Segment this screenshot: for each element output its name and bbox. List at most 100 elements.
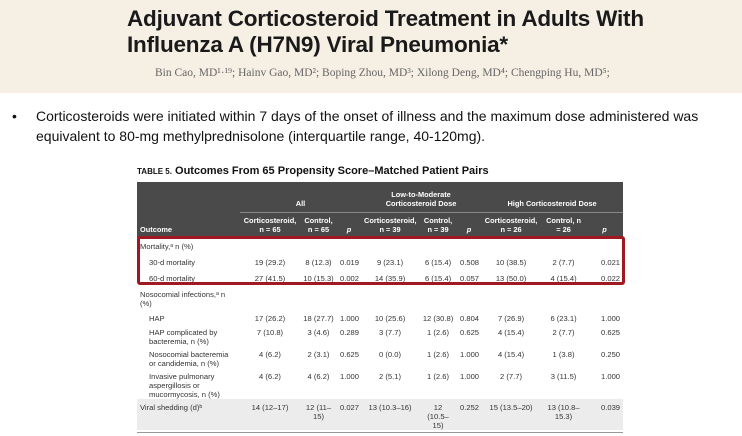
col-header: Control, n = 26: [541, 212, 587, 238]
row-label: Viral shedding (d)ᵇ: [137, 399, 240, 430]
table-row: Mortality,ᵃ n (%): [137, 238, 623, 254]
table-cell: 13 (10.3–16): [361, 399, 420, 430]
table-cell: 9 (23.1): [376, 258, 404, 267]
table-cell: 27 (41.5): [254, 274, 286, 283]
col-header: p: [586, 212, 624, 238]
col-header: Control, n = 39: [419, 212, 458, 238]
table-cell: 4 (6.2): [259, 372, 281, 381]
table-cell: 13 (10.8–15.3): [541, 399, 587, 430]
table-cell: [419, 286, 457, 310]
table-cell: 2 (5.1): [379, 372, 401, 381]
table-cell: 4 (15.4): [497, 328, 525, 337]
group-low-moderate: Low-to-Moderate Corticosteroid Dose: [361, 182, 482, 213]
table-cell: 2 (7.7): [552, 258, 575, 267]
table-cell: 0.289: [340, 328, 360, 337]
table-title-text: Outcomes From 65 Propensity Score–Matche…: [175, 165, 489, 177]
table-row: Nosocomial bacteremia or candidemia, n (…: [137, 346, 623, 368]
table-cell: 0 (0.0): [379, 350, 401, 359]
table-cell: 4 (15.4): [497, 350, 525, 359]
table-cell: 1.000: [340, 314, 360, 323]
table-cell: 0.508: [460, 258, 480, 267]
group-all: All: [240, 182, 362, 213]
row-label: HAP complicated by bacteremia, n (%): [149, 328, 218, 346]
table-cell: 0.002: [340, 274, 360, 283]
table-cell: [361, 286, 419, 310]
table-cell: 4 (15.4): [550, 274, 577, 283]
table-cell: 0.625: [340, 350, 360, 359]
table-cell: 0.057: [460, 274, 480, 283]
table-cell: 1 (2.6): [427, 328, 449, 337]
authors: Bin Cao, MD¹·¹⁹; Hainv Gao, MD²; Boping …: [155, 67, 610, 79]
table-cell: 14 (35.9): [374, 274, 406, 283]
title-line-2: Influenza A (H7N9) Viral Pneumonia*: [127, 32, 508, 57]
table-cell: 4 (6.2): [259, 350, 281, 359]
table-cell: 0.027: [337, 399, 362, 430]
table-cell: 14 (12–17): [240, 399, 300, 430]
row-label: Invasive pulmonary aspergillosis or muco…: [149, 372, 220, 399]
table-cell: 7 (10.8): [256, 328, 284, 337]
table-cell: 1.000: [601, 314, 621, 323]
table-cell: 7 (26.9): [497, 314, 525, 323]
table-cell: 2 (7.7): [552, 328, 575, 337]
row-label: 60-d mortality: [149, 274, 196, 283]
slide-title: Adjuvant Corticosteroid Treatment in Adu…: [127, 6, 644, 58]
table-cell: 4 (6.2): [307, 372, 330, 381]
table-cell: 1 (3.8): [552, 350, 575, 359]
col-header: p: [337, 212, 362, 238]
table-cell: 10 (25.6): [374, 314, 406, 323]
table-row: HAP complicated by bacteremia, n (%) 7 (1…: [137, 324, 623, 346]
table-cell: 3 (4.6): [307, 328, 330, 337]
title-line-1: Adjuvant Corticosteroid Treatment in Adu…: [127, 6, 644, 31]
mortality-highlight-box: [137, 236, 625, 285]
table-row: HAP 17 (26.2) 18 (27.7) 1.000 10 (25.6) 12 (3…: [137, 310, 623, 324]
table-cell: 1 (2.6): [427, 350, 449, 359]
table-title: TABLE 5. Outcomes From 65 Propensity Sco…: [137, 165, 489, 177]
table-cell: [457, 286, 481, 310]
col-header: Control, n = 65: [300, 212, 337, 238]
table-cell: 3 (11.5): [550, 372, 577, 381]
col-header: p: [457, 212, 482, 238]
table-cell: 12 (30.8): [422, 314, 454, 323]
col-header: Corticosteroid, n = 39: [361, 212, 420, 238]
table-cell: [541, 286, 586, 310]
table-cell: 0.022: [601, 274, 621, 283]
table-cell: 0.252: [457, 399, 482, 430]
col-header: Corticosteroid, n = 65: [240, 212, 300, 238]
table-row: Nosocomial infections,ᵃ n (%): [137, 286, 623, 310]
table-cell: 6 (15.4): [424, 258, 452, 267]
table-cell: 0.625: [601, 328, 621, 337]
table-cell: 3 (7.7): [379, 328, 401, 337]
table-row: Invasive pulmonary aspergillosis or muco…: [137, 368, 623, 399]
col-outcome: Outcome: [137, 212, 240, 238]
table-cell: 0.021: [601, 258, 621, 267]
table-cell: [240, 286, 300, 310]
table-cell: 12 (10.5–15): [419, 399, 458, 430]
table-cell: 1.000: [460, 350, 480, 359]
row-label: Mortality,ᵃ n (%): [140, 242, 194, 251]
table-bottom-rule: [137, 432, 623, 433]
table-label: TABLE 5.: [137, 167, 172, 176]
table-cell: 2 (7.7): [500, 372, 522, 381]
bullet-text: Corticosteroids were initiated within 7 …: [36, 108, 699, 144]
table-row: 30-d mortality 19 (29.2) 8 (12.3) 0.019 9 (2…: [137, 254, 623, 270]
outcomes-table: All Low-to-Moderate Corticosteroid Dose …: [137, 182, 624, 430]
table-cell: [300, 286, 337, 310]
table-cell: 0.019: [340, 258, 360, 267]
table-cell: 0.039: [586, 399, 624, 430]
table-cell: 0.250: [601, 350, 621, 359]
table-cell: 1.000: [601, 372, 621, 381]
table-cell: 8 (12.3): [305, 258, 332, 267]
table-cell: 10 (15.3): [303, 274, 334, 283]
table-cell: 12 (11–15): [300, 399, 337, 430]
table-row: Viral shedding (d)ᵇ 14 (12–17) 12 (11–15) 0…: [137, 399, 624, 430]
table-cell: 6 (23.1): [550, 314, 577, 323]
table-cell: 15 (13.5–20): [481, 399, 542, 430]
table-cell: 0.804: [460, 314, 480, 323]
row-label: Nosocomial infections,ᵃ n (%): [140, 290, 226, 308]
table-cell: 1.000: [460, 372, 480, 381]
table-cell: [586, 286, 623, 310]
table-cell: 1 (2.6): [427, 372, 449, 381]
table-cell: [337, 286, 361, 310]
table-cell: 17 (26.2): [254, 314, 286, 323]
group-high: High Corticosteroid Dose: [481, 182, 624, 213]
